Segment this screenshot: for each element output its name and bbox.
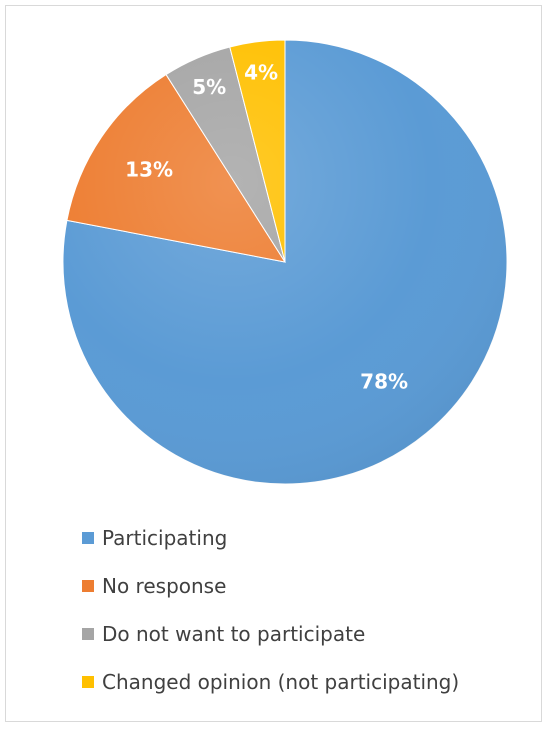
legend: Participating No response Do not want to… [82,526,459,718]
legend-label-no-response: No response [102,574,227,598]
data-label-participating: 78% [360,370,408,394]
legend-swatch-participating [82,532,94,544]
legend-item-do-not-want: Do not want to participate [82,622,459,646]
legend-swatch-changed-opinion [82,676,94,688]
legend-label-do-not-want: Do not want to participate [102,622,366,646]
legend-item-no-response: No response [82,574,459,598]
legend-item-participating: Participating [82,526,459,550]
legend-swatch-do-not-want [82,628,94,640]
legend-label-changed-opinion: Changed opinion (not participating) [102,670,460,694]
legend-swatch-no-response [82,580,94,592]
data-label-no-response: 13% [125,158,173,182]
legend-label-participating: Participating [102,526,228,550]
data-label-do-not-want: 5% [192,75,226,99]
data-label-changed-opinion: 4% [244,61,278,85]
legend-item-changed-opinion: Changed opinion (not participating) [82,670,459,694]
